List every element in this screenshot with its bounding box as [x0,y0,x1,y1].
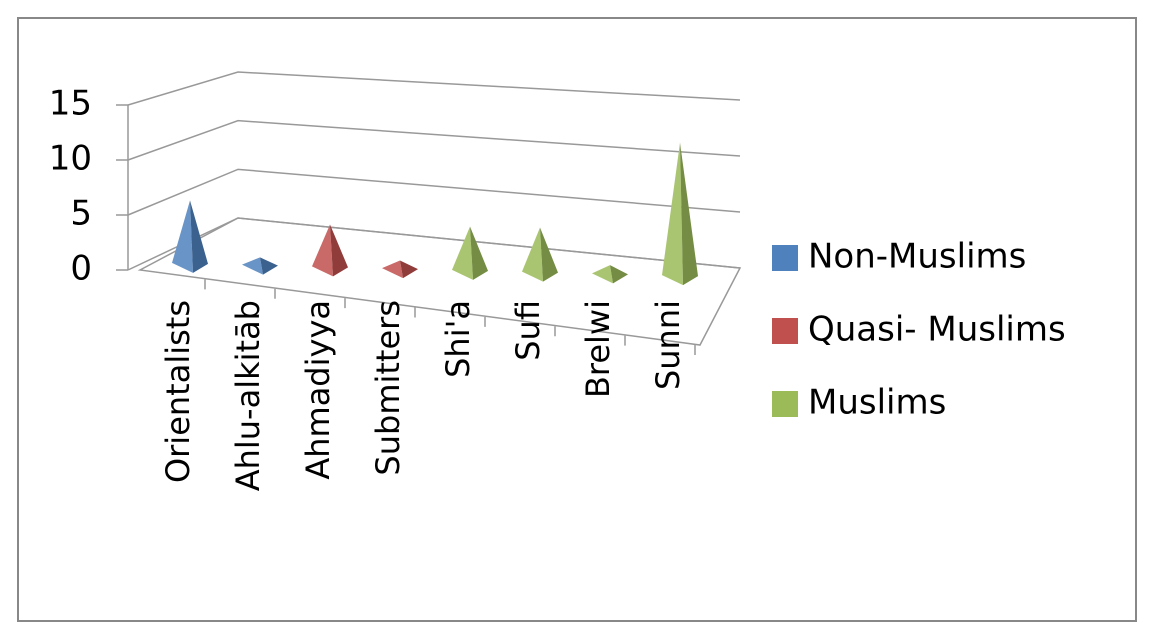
y-tick-label: 5 [70,194,92,234]
x-tick-label: Shi'a [439,300,477,378]
y-tick-label: 0 [70,249,92,289]
pyramid [312,224,348,277]
grid-line [127,71,741,106]
legend-swatch [772,391,798,417]
pyramid [522,227,558,282]
pyramid-face [312,224,333,277]
x-tick-label: Orientalists [159,300,197,483]
pyramid-face [610,265,628,284]
pyramid-face [470,226,488,280]
pyramid-face [330,224,348,277]
pyramid-face [400,260,418,279]
pyramid-face [592,265,613,284]
x-tick-label: Brelwi [579,300,617,398]
legend-label: Non-Muslims [808,237,1026,277]
grid-line [127,217,741,271]
pyramid [452,226,488,280]
pyramid-face [540,227,558,282]
pyramid-face [172,200,193,273]
pyramid-face [190,200,208,273]
x-tick-label: Ahlu-alkitāb [229,300,267,491]
pyramid [242,257,278,275]
pyramid-face [680,142,698,286]
pyramid-face [662,142,683,286]
y-tick-label: 10 [49,139,92,179]
grid-line [127,168,741,216]
legend-swatch [772,318,798,344]
pyramid [662,142,698,286]
x-tick-label: Submitters [369,300,407,476]
y-tick-label: 15 [49,84,92,124]
pyramid-face [242,257,263,275]
pyramid-face [382,260,403,279]
legend-label: Quasi- Muslims [808,310,1066,350]
pyramid [592,265,628,284]
x-tick-label: Sufi [509,300,547,361]
pyramid [172,200,208,273]
pyramid-face [260,257,278,275]
chart-border [17,17,1137,622]
x-tick-label: Sunni [649,300,687,390]
pyramid-face [522,227,543,282]
pyramid-face [452,226,473,280]
legend-label: Muslims [808,383,946,423]
grid-line [127,119,741,161]
legend-swatch [772,245,798,271]
x-tick-label: Ahmadiyya [299,300,337,480]
pyramid [382,260,418,279]
